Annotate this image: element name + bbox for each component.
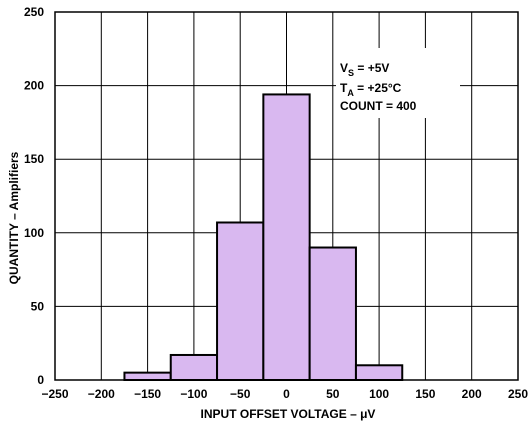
annotation-background	[336, 48, 460, 118]
y-tick-label: 250	[24, 5, 44, 19]
x-tick-label: −200	[88, 387, 115, 401]
x-tick-label: 100	[369, 387, 389, 401]
histogram-bar	[308, 246, 357, 381]
y-tick-label: 150	[24, 152, 44, 166]
histogram-bar	[262, 93, 311, 381]
annotation-supply-voltage: VS = +5V	[340, 61, 389, 78]
x-tick-label: −50	[230, 387, 251, 401]
x-tick-label: −100	[180, 387, 207, 401]
x-tick-label: 250	[508, 387, 528, 401]
x-tick-label: 0	[283, 387, 290, 401]
histogram-bar	[123, 371, 172, 382]
x-tick-labels: −250 −200 −150 −100 −50 0 50 100 150 200 250	[41, 387, 528, 401]
y-tick-labels: 0 50 100 150 200 250	[24, 5, 44, 387]
x-tick-label: −250	[41, 387, 68, 401]
y-axis-label: QUANTITY – Amplifiers	[7, 151, 21, 284]
conditions-annotation: VS = +5V TA = +25°C COUNT = 400	[336, 48, 460, 118]
annotation-count: COUNT = 400	[340, 99, 417, 113]
x-tick-label: 150	[415, 387, 435, 401]
x-axis-label: INPUT OFFSET VOLTAGE – μV	[201, 407, 376, 421]
annotation-temperature: TA = +25°C	[340, 81, 402, 98]
plot-frame	[54, 11, 519, 381]
histogram-bar	[169, 353, 219, 382]
histogram-bar	[216, 221, 265, 381]
x-tick-label: 200	[462, 387, 482, 401]
y-tick-label: 50	[31, 299, 45, 313]
histogram-bars	[123, 93, 404, 382]
histogram-bar	[354, 364, 404, 381]
x-tick-label: −150	[134, 387, 161, 401]
y-tick-label: 0	[37, 373, 44, 387]
y-tick-label: 100	[24, 226, 44, 240]
y-tick-label: 200	[24, 79, 44, 93]
x-tick-label: 50	[326, 387, 340, 401]
